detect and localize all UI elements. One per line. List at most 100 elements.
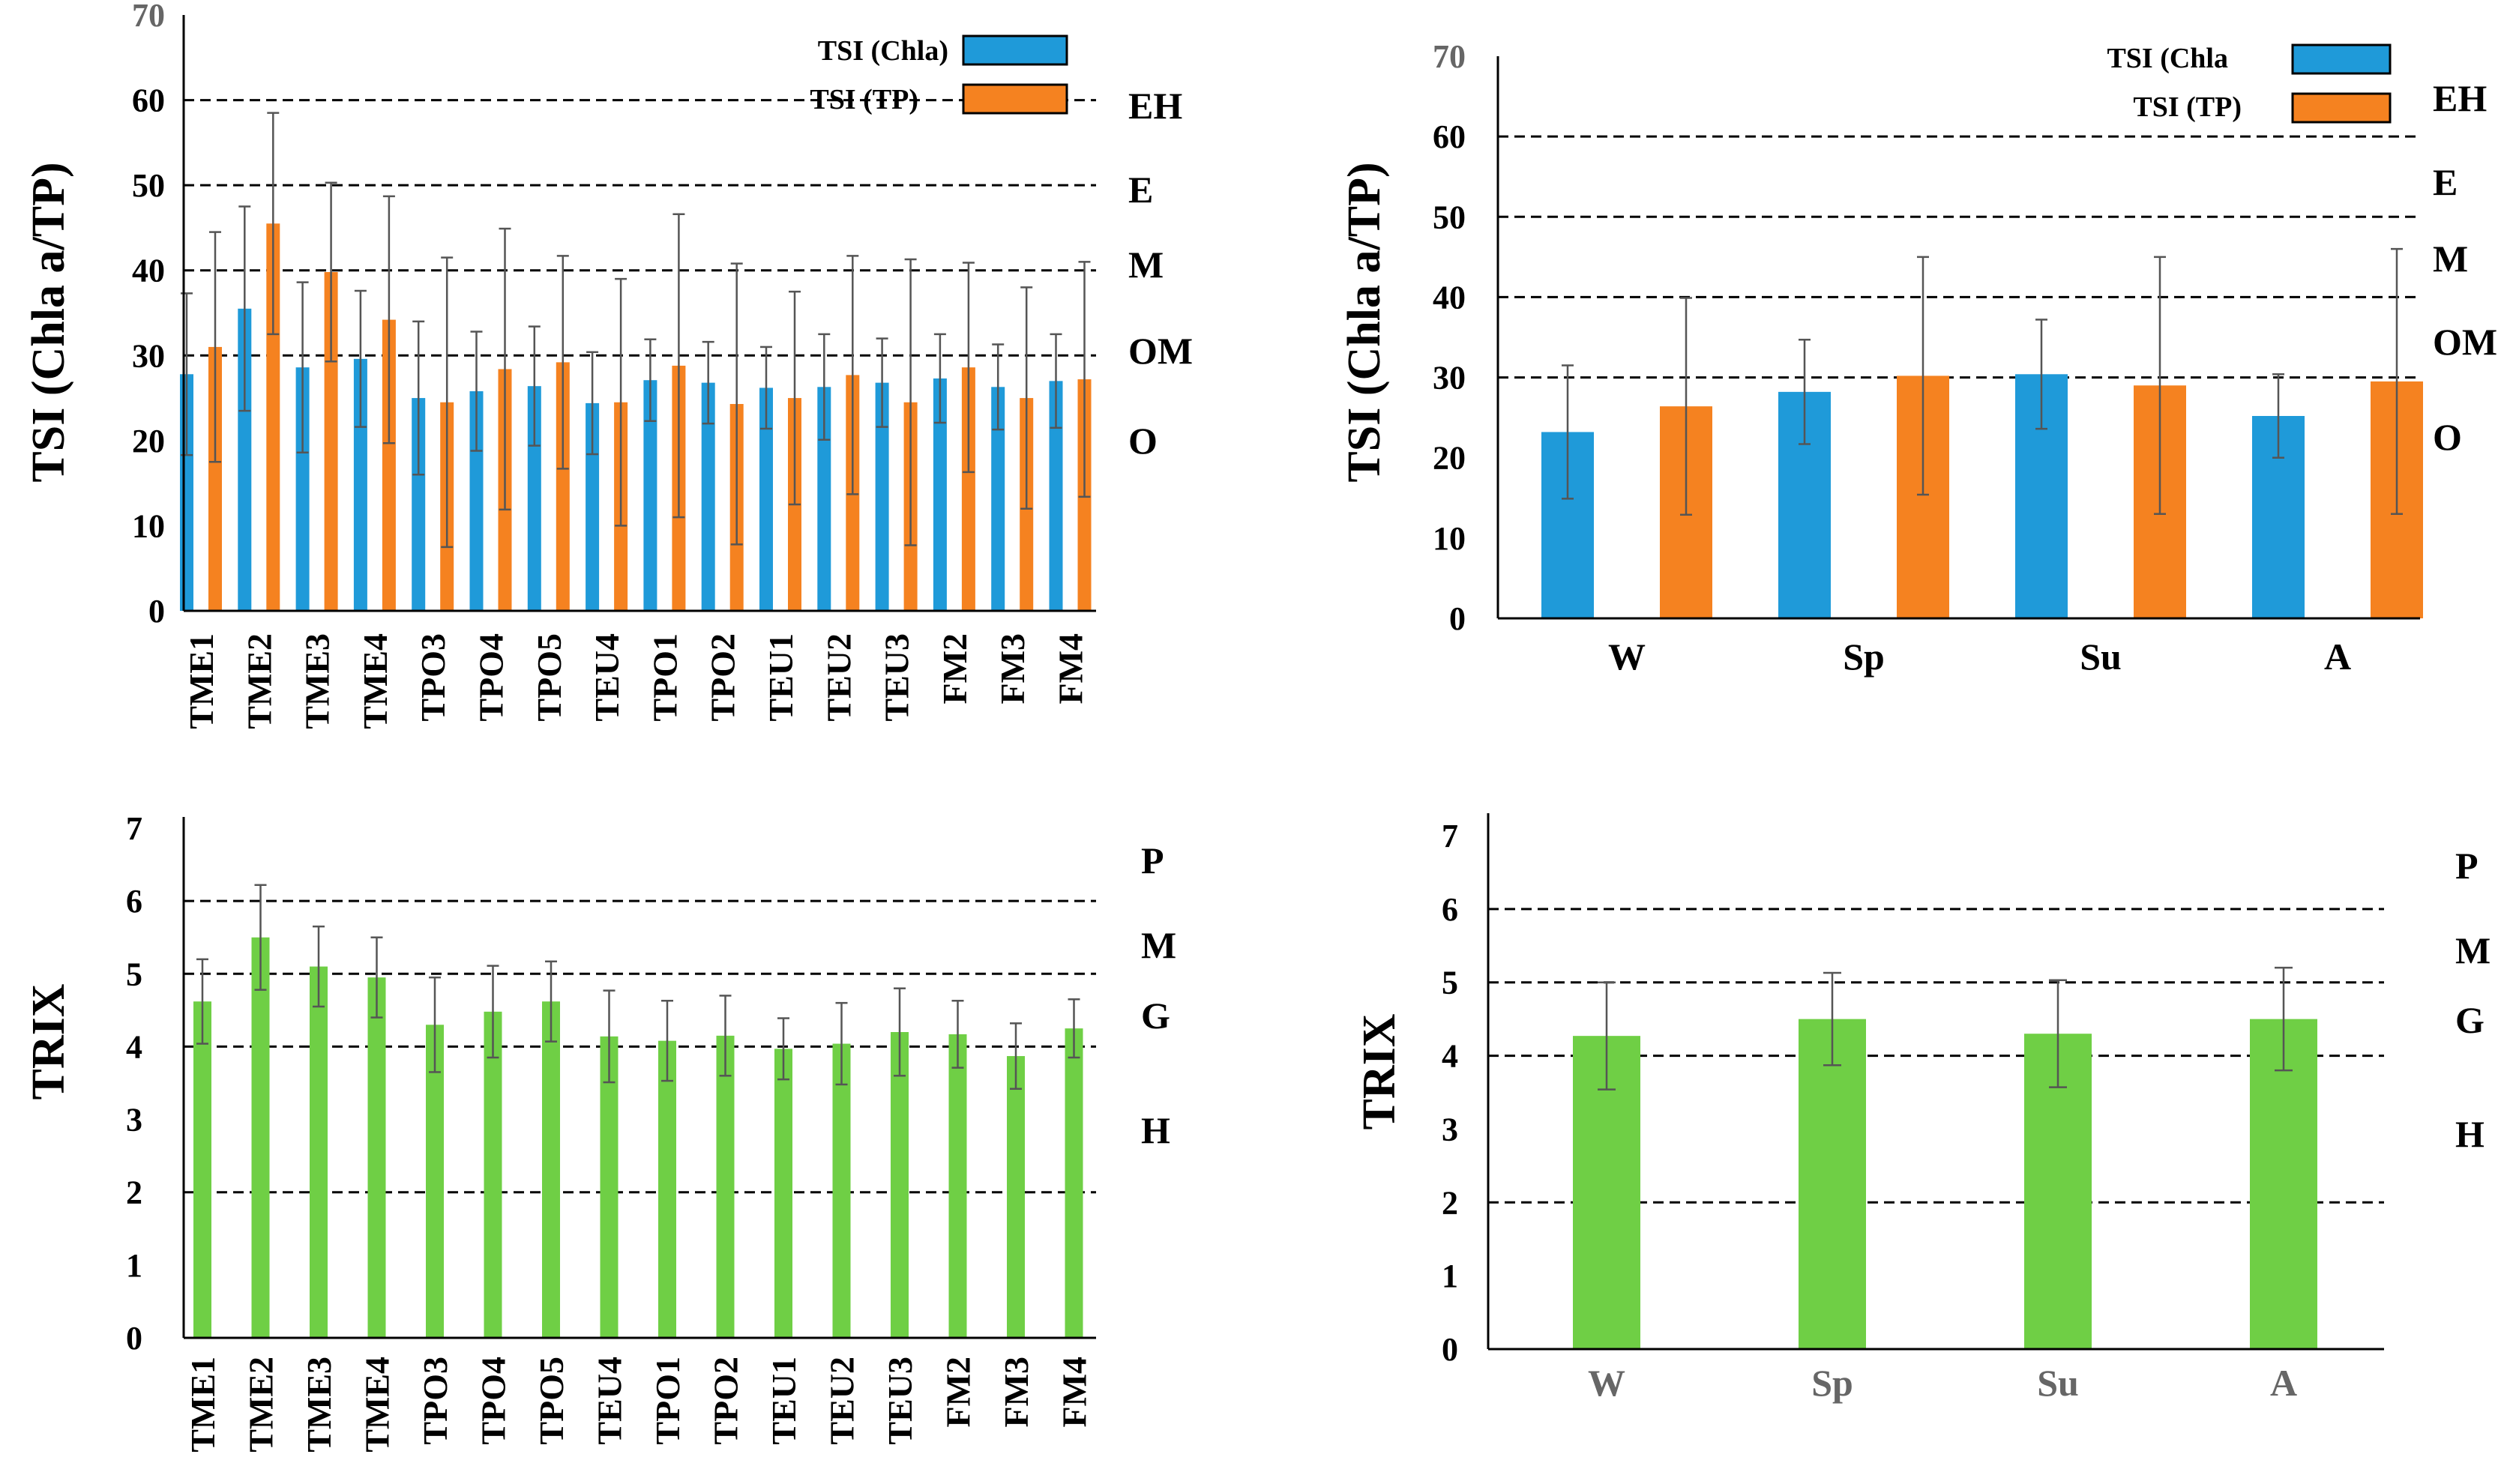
error-bar: [730, 262, 743, 546]
zone-label-m: M: [2455, 929, 2491, 971]
error-bar: [196, 958, 208, 1045]
zone-label-g: G: [2455, 999, 2485, 1041]
x-tick-label: FM4: [1056, 1357, 1094, 1428]
bar-tsi-chla-fm2: [933, 378, 947, 611]
y-tick-label: 60: [1433, 118, 1466, 155]
error-bar: [313, 925, 325, 1008]
panel-tsi-seasons: 0 10 20 30 40 50 60 70 W Sp Su A TSI (Chla a/TP) T…: [1339, 38, 2497, 678]
x-tick-label: TPO1: [648, 1357, 687, 1445]
x-tick-label: Sp: [1843, 636, 1885, 678]
zone-label-eh: EH: [2433, 77, 2487, 119]
bar-tsi-tp-tme1: [208, 346, 222, 611]
y-axis-title: TSI (Chla a/TP): [1339, 162, 1390, 482]
y-tick-label: 2: [1442, 1184, 1458, 1221]
error-bar: [933, 333, 946, 424]
bar-tsi-tp-tme4: [382, 319, 396, 611]
x-tick-label: TME4: [358, 1357, 397, 1453]
y-tick-label: 0: [126, 1320, 142, 1357]
x-tick-label: TEU2: [823, 1357, 861, 1445]
error-bar: [487, 965, 499, 1059]
error-bar: [499, 227, 511, 511]
y-tick-label: 5: [1442, 965, 1458, 1001]
bar-trix-tpo5: [542, 1001, 560, 1338]
error-bar: [2035, 319, 2047, 430]
zone-label-eh: EH: [1128, 85, 1182, 127]
error-bar: [2391, 247, 2403, 515]
y-tick-label: 50: [1433, 199, 1466, 235]
x-tick-label: TPO4: [475, 1357, 513, 1445]
error-bar: [2049, 979, 2067, 1088]
error-bar: [951, 999, 964, 1069]
x-tick-label: A: [2270, 1362, 2297, 1404]
error-bar: [470, 331, 483, 452]
x-tick-label: TPO2: [707, 1357, 745, 1445]
y-tick-label: 1: [126, 1247, 142, 1284]
y-tick-label: 5: [126, 956, 142, 992]
legend-swatch-tp: [962, 83, 1068, 115]
y-tick-label: 6: [126, 883, 142, 920]
x-tick-label: TPO3: [414, 633, 452, 722]
error-bar: [661, 999, 673, 1082]
error-bar: [846, 255, 859, 495]
error-bar: [818, 333, 831, 441]
legend-label-tp: TSI (TP): [810, 84, 918, 115]
legend: TSI (Chla TSI (TP): [2107, 43, 2392, 124]
y-tick-label: 0: [1449, 600, 1466, 637]
x-tick-label: TPO1: [645, 633, 684, 722]
x-tick-label: TME3: [298, 633, 337, 729]
x-tick-label: FM2: [939, 1357, 978, 1428]
zone-label-o: O: [2433, 416, 2462, 458]
error-bar: [441, 256, 454, 549]
error-bar: [702, 340, 714, 425]
x-tick-label: TME3: [300, 1357, 338, 1453]
bar-tsi-chla-tpo5: [527, 386, 541, 611]
error-bar: [325, 181, 337, 363]
bar-trix-teu3: [891, 1032, 909, 1338]
y-tick-label: 30: [132, 337, 165, 374]
error-bar: [296, 281, 309, 454]
bar-trix-sp: [1799, 1019, 1866, 1349]
x-tick-label: Su: [2037, 1362, 2079, 1404]
zone-label-p: P: [1141, 839, 1164, 881]
legend-swatch-chla: [2291, 43, 2392, 75]
y-tick-label: 70: [132, 0, 165, 34]
x-tick-label: TME1: [184, 1357, 222, 1453]
zone-label-e: E: [1128, 169, 1153, 211]
bar-tsi-chla-tme4: [353, 358, 367, 611]
error-bar: [2275, 966, 2293, 1072]
error-bar: [876, 337, 888, 428]
zone-label-m: M: [1141, 924, 1176, 966]
bar-tsi-chla-tme2: [238, 308, 252, 611]
x-tick-label: TEU3: [881, 1357, 919, 1445]
x-tick-label: W: [1608, 636, 1646, 678]
y-tick-label: 4: [126, 1028, 142, 1065]
error-bar: [382, 195, 395, 444]
error-bar: [1598, 981, 1616, 1091]
x-tick-label: Su: [2080, 636, 2122, 678]
error-bar: [1050, 333, 1062, 429]
x-tick-label: TME1: [182, 633, 220, 729]
x-tick-label: TEU1: [765, 1357, 803, 1445]
error-bar: [2154, 256, 2166, 515]
bar-tsi-chla-tpo2: [701, 382, 715, 611]
error-bar: [209, 231, 221, 463]
bar-trix-tme2: [251, 937, 270, 1338]
y-tick-label: 10: [1433, 520, 1466, 557]
panel-trix-seasons: 0 1 2 3 4 5 6 7 W Sp Su A TRIX P M G H: [1354, 813, 2491, 1404]
bar-trix-fm3: [1007, 1056, 1025, 1338]
error-bar: [1680, 297, 1692, 516]
bar-trix-tme4: [367, 977, 386, 1338]
bar-trix-tpo1: [658, 1040, 676, 1338]
x-tick-label: TPO5: [532, 1357, 571, 1445]
legend: TSI (Chla) TSI (TP): [810, 34, 1068, 115]
bar-tsi-tp-fm2: [961, 367, 975, 611]
error-bar: [835, 1001, 848, 1086]
error-bar: [603, 989, 616, 1084]
x-tick-label: W: [1588, 1362, 1625, 1404]
y-tick-label: 2: [126, 1174, 142, 1211]
x-tick-label: FM3: [997, 1357, 1035, 1428]
bar-trix-tpo4: [484, 1011, 502, 1338]
error-bar: [992, 343, 1005, 431]
bar-trix-tme3: [310, 966, 328, 1338]
error-bar: [429, 976, 441, 1073]
